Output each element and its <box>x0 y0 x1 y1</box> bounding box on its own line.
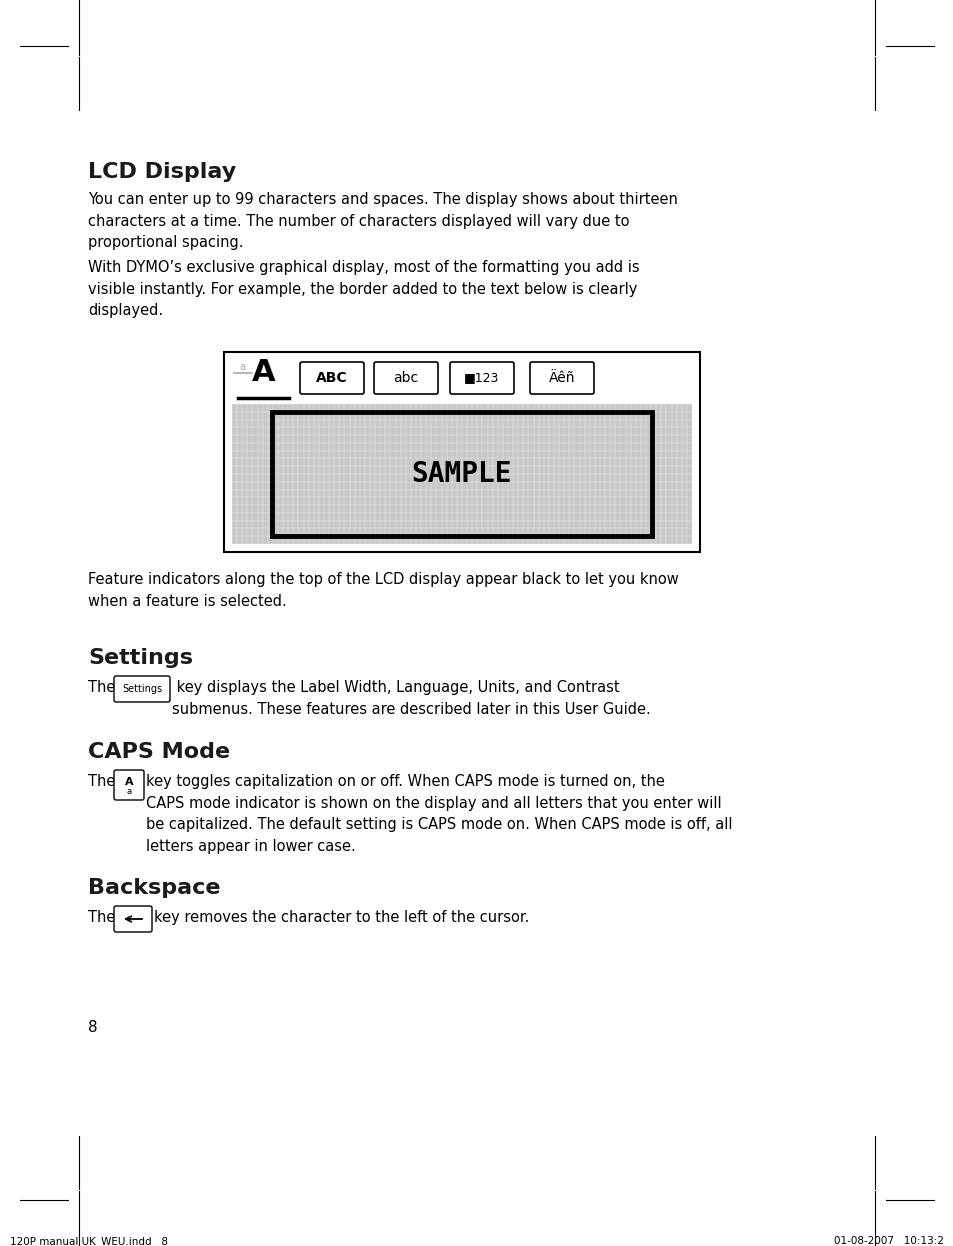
FancyBboxPatch shape <box>113 677 170 701</box>
Text: 01-08-2007   10:13:2: 01-08-2007 10:13:2 <box>833 1236 943 1246</box>
Text: Äêñ: Äêñ <box>548 371 575 385</box>
FancyBboxPatch shape <box>299 363 364 394</box>
Text: With DYMO’s exclusive graphical display, most of the formatting you add is
visib: With DYMO’s exclusive graphical display,… <box>88 260 639 318</box>
Text: a: a <box>127 787 132 796</box>
Text: The: The <box>88 774 120 789</box>
FancyBboxPatch shape <box>113 906 152 932</box>
Text: 120P manual UK_WEU.indd   8: 120P manual UK_WEU.indd 8 <box>10 1236 168 1246</box>
FancyBboxPatch shape <box>113 770 144 800</box>
Bar <box>224 353 700 552</box>
Text: key displays the Label Width, Language, Units, and Contrast
submenus. These feat: key displays the Label Width, Language, … <box>172 680 650 716</box>
Text: LCD Display: LCD Display <box>88 162 236 182</box>
Text: ■123: ■123 <box>464 371 499 385</box>
Text: Settings: Settings <box>122 684 162 694</box>
Text: CAPS Mode: CAPS Mode <box>88 743 230 763</box>
Bar <box>272 412 651 536</box>
Text: You can enter up to 99 characters and spaces. The display shows about thirteen
c: You can enter up to 99 characters and sp… <box>88 192 678 250</box>
Text: SAMPLE: SAMPLE <box>412 460 512 488</box>
Text: Settings: Settings <box>88 648 193 668</box>
Text: A: A <box>252 358 275 388</box>
Text: a: a <box>239 363 245 373</box>
FancyBboxPatch shape <box>450 363 514 394</box>
Text: key removes the character to the left of the cursor.: key removes the character to the left of… <box>153 910 529 925</box>
FancyBboxPatch shape <box>374 363 437 394</box>
Text: Feature indicators along the top of the LCD display appear black to let you know: Feature indicators along the top of the … <box>88 572 678 608</box>
Text: key toggles capitalization on or off. When CAPS mode is turned on, the
CAPS mode: key toggles capitalization on or off. Wh… <box>146 774 732 854</box>
Bar <box>232 404 691 545</box>
Text: 8: 8 <box>88 1020 97 1035</box>
Text: abc: abc <box>393 371 418 385</box>
Text: A: A <box>125 776 133 787</box>
Text: ABC: ABC <box>315 371 348 385</box>
Text: The: The <box>88 910 120 925</box>
FancyBboxPatch shape <box>530 363 594 394</box>
Text: The: The <box>88 680 120 695</box>
Text: Backspace: Backspace <box>88 878 220 898</box>
